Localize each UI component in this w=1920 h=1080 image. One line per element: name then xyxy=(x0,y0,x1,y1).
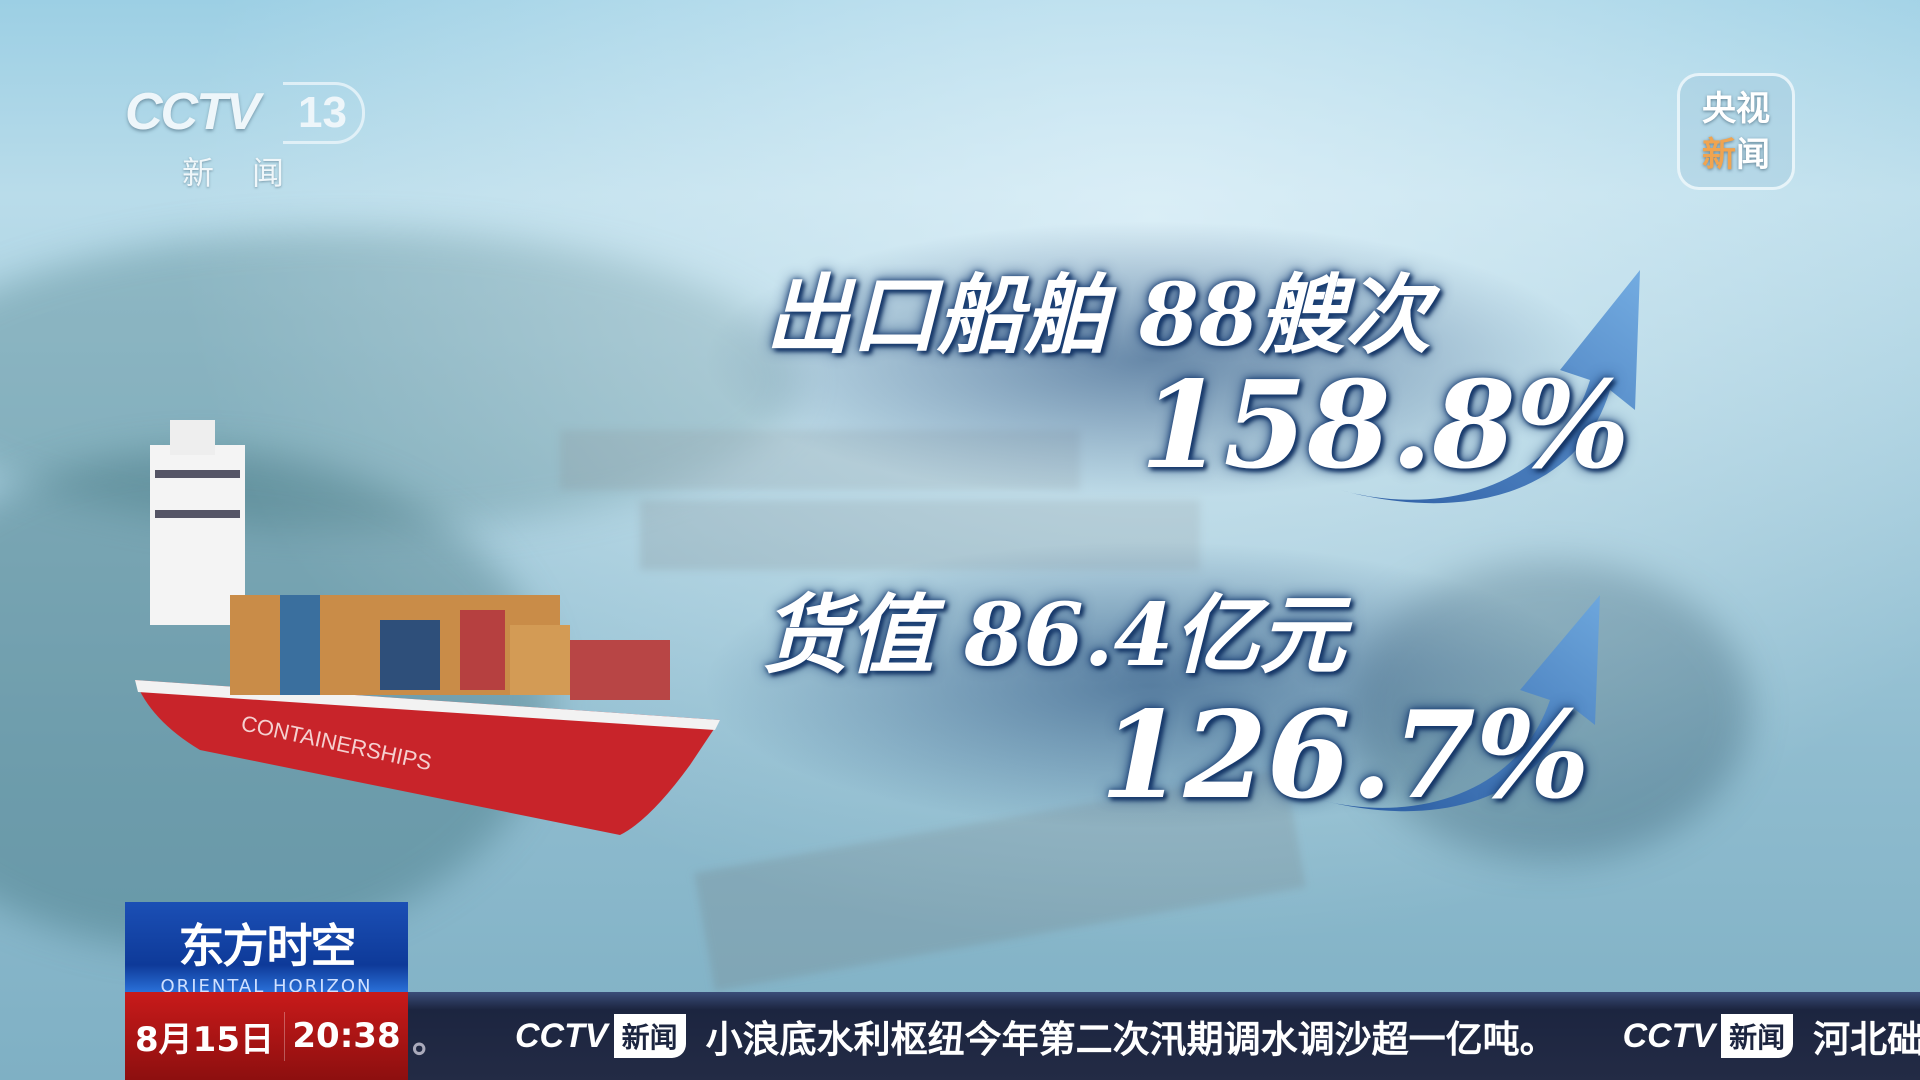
channel-number: 13 xyxy=(283,82,365,144)
cctv-logo-text: CCTV xyxy=(125,83,261,141)
badge-line1: 央视 xyxy=(1702,89,1770,129)
ticker-next-fragment: 河北础 xyxy=(1813,1018,1920,1061)
cctv-news-ticker-logo: CCTV 新闻 xyxy=(509,1014,686,1058)
channel-subtitle: 新闻 xyxy=(182,154,323,192)
badge-char-orange: 新 xyxy=(1702,135,1736,175)
program-title: 东方时空 xyxy=(178,919,357,973)
cargo-value-growth: 126.7% xyxy=(1100,685,1590,826)
cargo-value-label: 货值 86.4亿元 xyxy=(762,585,1346,686)
ticker-prev-fragment: 。 xyxy=(412,1018,449,1061)
container-ship-image: CONTAINERSHIPS xyxy=(135,420,720,835)
ticker-logo-brand: CCTV xyxy=(515,1016,608,1055)
ticker-logo-news: 新闻 xyxy=(613,1014,686,1058)
export-ships-label: 出口船舶 88艘次 xyxy=(765,265,1431,366)
news-ticker: 。 CCTV 新闻 小浪底水利枢纽今年第二次汛期调水调沙超一亿吨。 CCTV 新闻 … xyxy=(408,992,1920,1080)
cctv-news-badge: 央视 新闻 xyxy=(1677,73,1795,190)
ticker-headline: 小浪底水利枢纽今年第二次汛期调水调沙超一亿吨。 xyxy=(705,1018,1557,1061)
datetime-box: 8月15日 20:38 xyxy=(125,992,408,1080)
program-english: ORIENTAL HORIZON xyxy=(160,976,373,997)
badge-char-white: 闻 xyxy=(1736,135,1770,175)
growth-arrow-icon-1 xyxy=(1340,270,1640,504)
export-ships-growth: 158.8% xyxy=(1140,355,1630,496)
ticker-logo-news: 新闻 xyxy=(1721,1014,1794,1058)
date-text: 8月15日 xyxy=(125,1011,285,1061)
ticker-logo-brand: CCTV xyxy=(1622,1016,1716,1055)
time-text: 20:38 xyxy=(292,1016,401,1056)
program-logo: 东方时空 ORIENTAL HORIZON xyxy=(125,902,408,997)
cctv-news-ticker-logo-2: CCTV 新闻 xyxy=(1617,1014,1794,1058)
growth-arrow-icon-2 xyxy=(1320,595,1600,812)
